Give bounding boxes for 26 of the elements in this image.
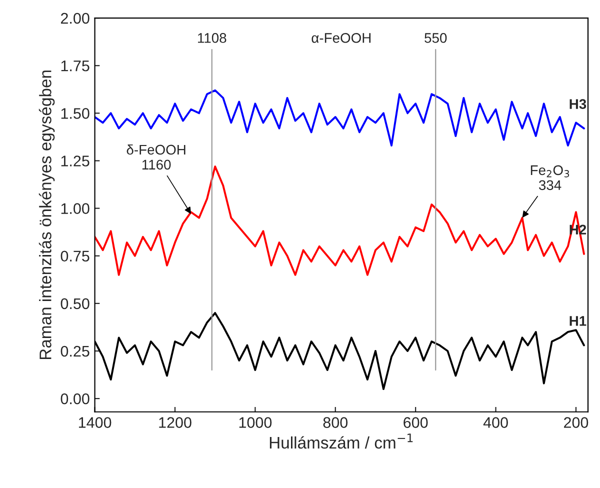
y-tick-label: 0.00 [60,393,90,404]
y-tick-label: 1.50 [61,108,90,119]
ref-line-label: 1108 [198,33,226,43]
x-tick-label: 600 [404,417,428,428]
series-label: H3 [570,99,586,110]
series-label: H1 [570,316,586,326]
annotation: Fe$_{2}$O$_{3}$ 334 [530,165,570,190]
y-tick-label: 0.25 [60,346,90,357]
x-tick-label: 1400 [78,417,112,428]
y-tick-label: 1.75 [61,60,90,72]
x-tick-label: 400 [483,417,508,428]
y-tick-label: 0.50 [60,298,90,310]
x-axis-title: Hullámszám / cm$^{−1}$ [270,434,413,449]
x-tick-label: 800 [323,417,348,428]
y-axis-title: Raman intenzitás önkényes egységben [38,70,55,360]
x-tick-label: 200 [564,417,588,428]
x-tick-label: 1200 [159,417,192,428]
annotation: δ-FeOOH 1160 [126,144,186,170]
y-tick-label: 2.00 [60,12,90,24]
line-series [94,89,585,146]
y-tick-label: 0.75 [60,250,90,262]
x-tick-label: 1000 [239,417,272,428]
annotation: α-FeOOH [312,33,371,43]
y-tick-label: 1.00 [61,203,90,214]
ref-line-label: 550 [424,33,447,43]
y-tick-label: 1.25 [61,156,90,166]
